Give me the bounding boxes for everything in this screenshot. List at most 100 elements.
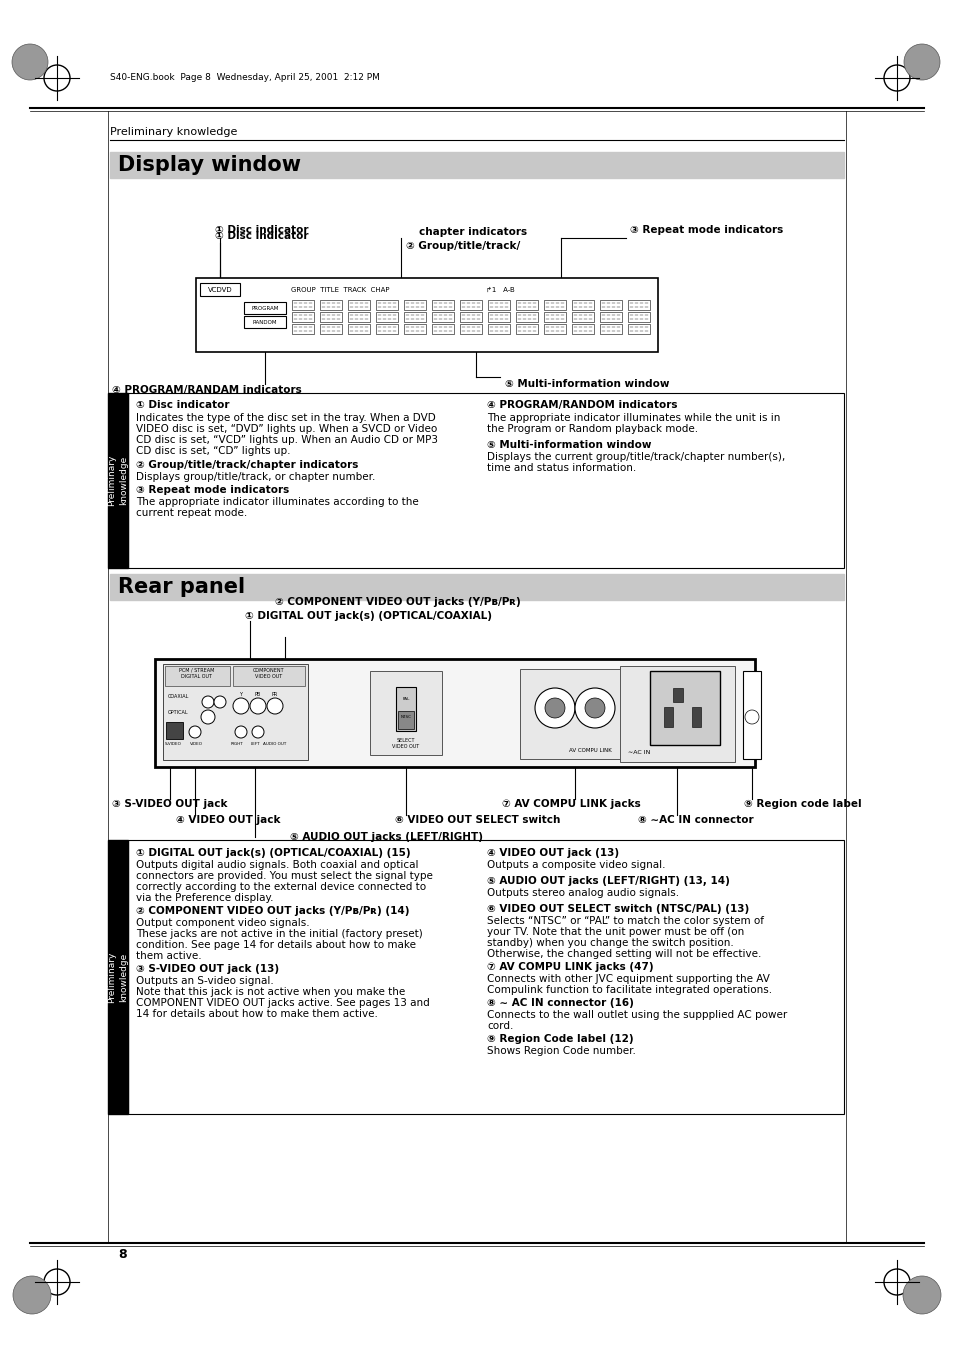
Text: S40-ENG.book  Page 8  Wednesday, April 25, 2001  2:12 PM: S40-ENG.book Page 8 Wednesday, April 25,… (110, 73, 379, 81)
Bar (663, 707, 672, 727)
Text: ① DIGITAL OUT jack(s) (OPTICAL/COAXIAL) (15): ① DIGITAL OUT jack(s) (OPTICAL/COAXIAL) … (136, 848, 410, 858)
Bar (572, 300, 594, 309)
Bar (516, 324, 537, 334)
Text: The appropriate indicator illuminates according to the: The appropriate indicator illuminates ac… (136, 497, 418, 507)
Bar (163, 663, 308, 761)
Text: ⑧ ∼AC IN connector: ⑧ ∼AC IN connector (638, 815, 753, 825)
Text: CD disc is set, “CD” lights up.: CD disc is set, “CD” lights up. (136, 446, 291, 457)
Text: VCDVD: VCDVD (208, 286, 233, 293)
Bar (672, 688, 682, 703)
Bar (110, 153, 843, 178)
Circle shape (575, 688, 615, 728)
Bar (572, 312, 594, 322)
Text: Selects “NTSC” or “PAL” to match the color system of: Selects “NTSC” or “PAL” to match the col… (486, 916, 763, 925)
Text: ② COMPONENT VIDEO OUT jacks (Y/Pʙ/Pʀ): ② COMPONENT VIDEO OUT jacks (Y/Pʙ/Pʀ) (274, 597, 520, 607)
Text: Y: Y (239, 692, 242, 697)
Circle shape (584, 698, 604, 717)
Text: Outputs stereo analog audio signals.: Outputs stereo analog audio signals. (486, 888, 679, 898)
Text: ② Group/title/track/chapter indicators: ② Group/title/track/chapter indicators (136, 459, 358, 470)
Text: ⑤ Multi-information window: ⑤ Multi-information window (504, 380, 669, 389)
Text: PR: PR (272, 692, 278, 697)
Bar (375, 300, 397, 309)
Bar (649, 671, 720, 744)
Bar (742, 671, 760, 759)
Text: RIGHT: RIGHT (231, 742, 243, 746)
Circle shape (189, 725, 201, 738)
Text: COAXIAL: COAXIAL (168, 693, 190, 698)
Text: Preliminary knowledge: Preliminary knowledge (110, 127, 237, 136)
Bar (488, 312, 510, 322)
Text: via the Preference display.: via the Preference display. (136, 893, 274, 902)
Bar (370, 671, 441, 755)
Bar (292, 300, 314, 309)
Bar (128, 840, 843, 1115)
Bar (516, 312, 537, 322)
Circle shape (202, 696, 213, 708)
Bar (348, 312, 370, 322)
Bar (516, 300, 537, 309)
Text: chapter indicators: chapter indicators (418, 227, 527, 236)
Bar (403, 300, 426, 309)
Text: ③ S-VIDEO OUT jack (13): ③ S-VIDEO OUT jack (13) (136, 965, 279, 974)
Text: ④ PROGRAM/RANDAM indicators: ④ PROGRAM/RANDAM indicators (112, 385, 301, 394)
Text: ↱1   A-B: ↱1 A-B (485, 286, 515, 293)
Bar (292, 324, 314, 334)
Text: LEFT: LEFT (250, 742, 259, 746)
Bar (543, 312, 565, 322)
Text: ① Disc indicator: ① Disc indicator (214, 231, 308, 240)
Text: the Program or Random playback mode.: the Program or Random playback mode. (486, 424, 698, 434)
Text: ② Group/title/track/: ② Group/title/track/ (406, 240, 519, 251)
Bar (519, 669, 659, 759)
Text: PAL: PAL (402, 697, 409, 701)
Bar (154, 659, 754, 767)
Text: Otherwise, the changed setting will not be effective.: Otherwise, the changed setting will not … (486, 948, 760, 959)
Text: standby) when you change the switch position.: standby) when you change the switch posi… (486, 938, 733, 948)
Bar (348, 324, 370, 334)
Text: COMPONENT VIDEO OUT jacks active. See pages 13 and: COMPONENT VIDEO OUT jacks active. See pa… (136, 998, 429, 1008)
Circle shape (13, 1275, 51, 1315)
Text: S-VIDEO: S-VIDEO (165, 742, 182, 746)
Text: Note that this jack is not active when you make the: Note that this jack is not active when y… (136, 988, 405, 997)
Bar (108, 393, 128, 567)
Bar (627, 324, 649, 334)
Text: ⑤ AUDIO OUT jacks (LEFT/RIGHT) (13, 14): ⑤ AUDIO OUT jacks (LEFT/RIGHT) (13, 14) (486, 875, 729, 886)
Text: your TV. Note that the unit power must be off (on: your TV. Note that the unit power must b… (486, 927, 743, 938)
Text: Connects with other JVC equipment supporting the AV: Connects with other JVC equipment suppor… (486, 974, 769, 984)
Circle shape (535, 688, 575, 728)
Bar (488, 300, 510, 309)
Text: VIDEO: VIDEO (190, 742, 203, 746)
Text: PCM / STREAM: PCM / STREAM (179, 667, 214, 673)
Text: 8: 8 (118, 1247, 127, 1260)
Text: time and status information.: time and status information. (486, 463, 636, 473)
Bar (599, 300, 621, 309)
Text: AUDIO OUT: AUDIO OUT (263, 742, 287, 746)
Text: ⑤ Multi-information window: ⑤ Multi-information window (486, 440, 651, 450)
Bar (319, 324, 341, 334)
Text: ⑨ Region Code label (12): ⑨ Region Code label (12) (486, 1034, 633, 1044)
Bar (627, 300, 649, 309)
Circle shape (902, 1275, 940, 1315)
Bar (233, 666, 305, 686)
Text: Outputs an S-video signal.: Outputs an S-video signal. (136, 975, 274, 986)
Bar (403, 324, 426, 334)
Text: ③ Repeat mode indicators: ③ Repeat mode indicators (629, 226, 782, 235)
Bar (395, 688, 416, 731)
Bar (348, 300, 370, 309)
Text: Preliminary
knowledge: Preliminary knowledge (108, 951, 129, 1002)
Bar (432, 312, 454, 322)
Bar (543, 324, 565, 334)
Bar (319, 300, 341, 309)
Bar (691, 707, 700, 727)
Bar (319, 312, 341, 322)
Circle shape (903, 45, 939, 80)
Bar (599, 312, 621, 322)
Circle shape (233, 698, 249, 713)
Text: current repeat mode.: current repeat mode. (136, 508, 247, 517)
Text: Outputs digital audio signals. Both coaxial and optical: Outputs digital audio signals. Both coax… (136, 861, 418, 870)
Circle shape (267, 698, 283, 713)
Text: ① DIGITAL OUT jack(s) (OPTICAL/COAXIAL): ① DIGITAL OUT jack(s) (OPTICAL/COAXIAL) (245, 611, 492, 621)
Text: Output component video signals.: Output component video signals. (136, 917, 310, 928)
Text: Displays the current group/title/track/chapter number(s),: Displays the current group/title/track/c… (486, 453, 784, 462)
Circle shape (12, 45, 48, 80)
Bar (375, 324, 397, 334)
